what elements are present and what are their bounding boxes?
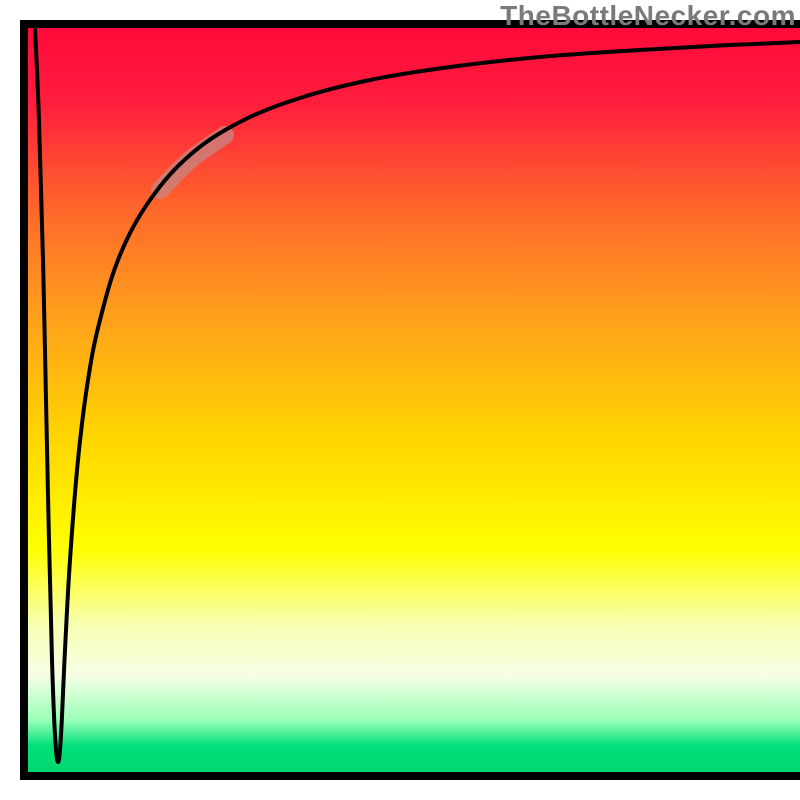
- bottleneck-chart: [0, 0, 800, 800]
- chart-container: TheBottleNecker.com: [0, 0, 800, 800]
- watermark-text: TheBottleNecker.com: [500, 0, 796, 32]
- plot-background: [28, 28, 800, 772]
